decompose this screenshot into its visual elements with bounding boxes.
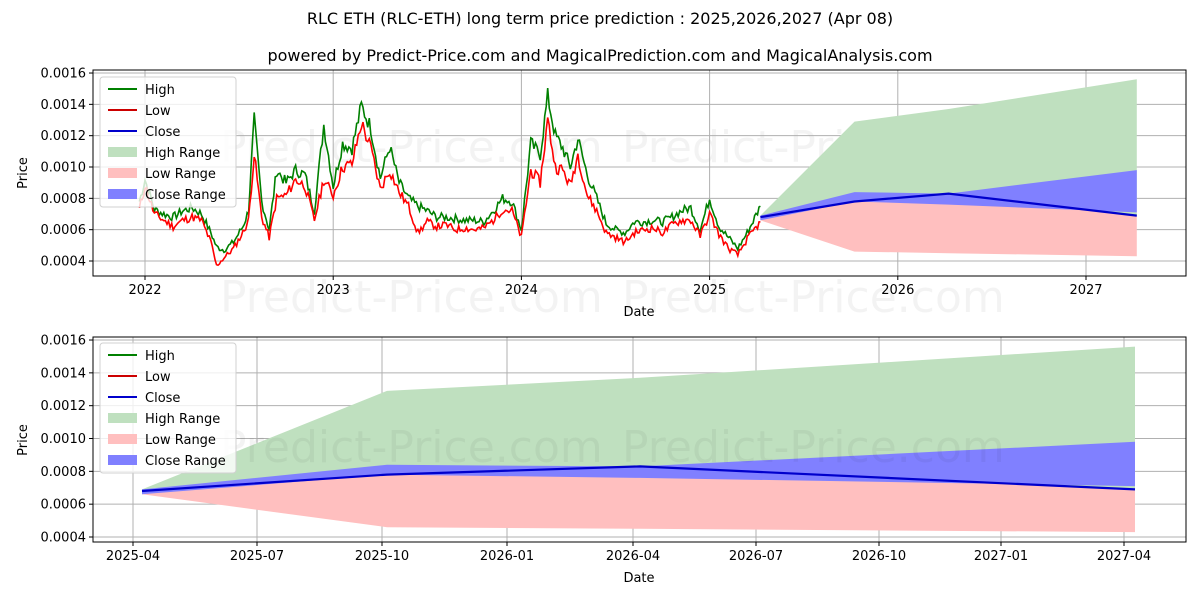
legend-patch-swatch	[108, 189, 137, 199]
x-tick-label: 2025-07	[230, 549, 284, 564]
y-axis-label: Price	[16, 424, 31, 456]
legend-label: Low Range	[145, 167, 216, 182]
y-tick-label: 0.0006	[41, 498, 87, 513]
low-range-area	[142, 466, 1135, 533]
y-tick-label: 0.0012	[41, 129, 87, 144]
legend-item-low-range: Low Range	[108, 167, 216, 182]
x-tick-label: 2022	[128, 283, 161, 298]
x-tick-label: 2026-04	[606, 549, 660, 564]
legend-item-high: High	[108, 349, 175, 364]
x-tick-label: 2026-01	[480, 549, 534, 564]
legend-patch-swatch	[108, 455, 137, 465]
x-tick-label: 2027	[1069, 283, 1102, 298]
x-tick-label: 2027-01	[974, 549, 1028, 564]
x-tick-label: 2025-10	[355, 549, 409, 564]
legend-label: Low Range	[145, 433, 216, 448]
legend-label: High	[145, 83, 175, 98]
x-tick-label: 2023	[317, 283, 350, 298]
legend-label: Close	[145, 391, 180, 406]
chart-title: RLC ETH (RLC-ETH) long term price predic…	[306, 9, 894, 28]
x-axis-label: Date	[623, 305, 654, 320]
x-tick-label: 2026	[881, 283, 914, 298]
legend-item-low: Low	[108, 104, 171, 119]
watermark: Predict-Price.com	[622, 422, 1005, 473]
legend-item-low: Low	[108, 370, 171, 385]
close-range-area	[760, 170, 1137, 221]
close-range-area	[142, 441, 1135, 495]
legend-item-high-range: High Range	[108, 146, 220, 161]
legend-label: High Range	[145, 146, 220, 161]
watermark: Predict-Price.com	[220, 272, 603, 323]
y-tick-label: 0.0016	[41, 334, 87, 349]
y-tick-label: 0.0012	[41, 399, 87, 414]
y-tick-label: 0.0010	[41, 161, 87, 176]
legend-patch-swatch	[108, 147, 137, 157]
y-tick-label: 0.0006	[41, 223, 87, 238]
watermark: Predict-Price.com	[622, 272, 1005, 323]
chart-subtitle: powered by Predict-Price.com and Magical…	[267, 46, 933, 65]
x-tick-label: 2026-07	[729, 549, 783, 564]
close-line	[760, 192, 1137, 219]
y-tick-label: 0.0014	[41, 98, 87, 113]
watermark: Predict-Price.com	[220, 422, 603, 473]
legend-item-high: High	[108, 83, 175, 98]
high-line	[138, 88, 761, 254]
y-tick-label: 0.0016	[41, 67, 87, 82]
legend-label: Low	[145, 370, 171, 385]
legend-label: Low	[145, 104, 171, 119]
x-tick-label: 2025-04	[106, 549, 160, 564]
legend-item-high-range: High Range	[108, 412, 220, 427]
legend-item-close: Close	[108, 391, 180, 406]
y-tick-label: 0.0010	[41, 432, 87, 447]
close-line	[141, 465, 1136, 493]
x-axis-label: Date	[623, 571, 654, 586]
y-tick-label: 0.0004	[41, 255, 87, 270]
y-tick-label: 0.0008	[41, 192, 87, 207]
legend-label: High	[145, 349, 175, 364]
legend-item-close-range: Close Range	[108, 454, 226, 469]
y-tick-label: 0.0008	[41, 465, 87, 480]
legend-label: Close Range	[145, 454, 226, 469]
x-tick-label: 2024	[505, 283, 538, 298]
legend-label: Close	[145, 125, 180, 140]
legend-item-close: Close	[108, 125, 180, 140]
legend-patch-swatch	[108, 434, 137, 444]
legend-label: Close Range	[145, 188, 226, 203]
low-range-area	[760, 193, 1137, 257]
legend-item-close-range: Close Range	[108, 188, 226, 203]
x-tick-label: 2025	[693, 283, 726, 298]
y-tick-label: 0.0014	[41, 366, 87, 381]
x-tick-label: 2027-04	[1097, 549, 1151, 564]
legend-label: High Range	[145, 412, 220, 427]
bottom-chart: 0.0004 0.0006 0.0008 0.0010 0.0012 0.0014 0.00…	[16, 334, 1187, 586]
watermark: Predict-Price.com	[220, 122, 603, 173]
plot-frame	[92, 69, 1187, 277]
legend-item-low-range: Low Range	[108, 433, 216, 448]
y-axis-label: Price	[16, 157, 31, 189]
x-tick-label: 2026-10	[852, 549, 906, 564]
plot-frame	[92, 336, 1187, 543]
y-tick-label: 0.0004	[41, 531, 87, 546]
legend-patch-swatch	[108, 413, 137, 423]
low-line	[138, 117, 761, 267]
legend-patch-swatch	[108, 168, 137, 178]
top-chart: Predict-Price.com Predict-Price.com Predic…	[16, 67, 1187, 323]
